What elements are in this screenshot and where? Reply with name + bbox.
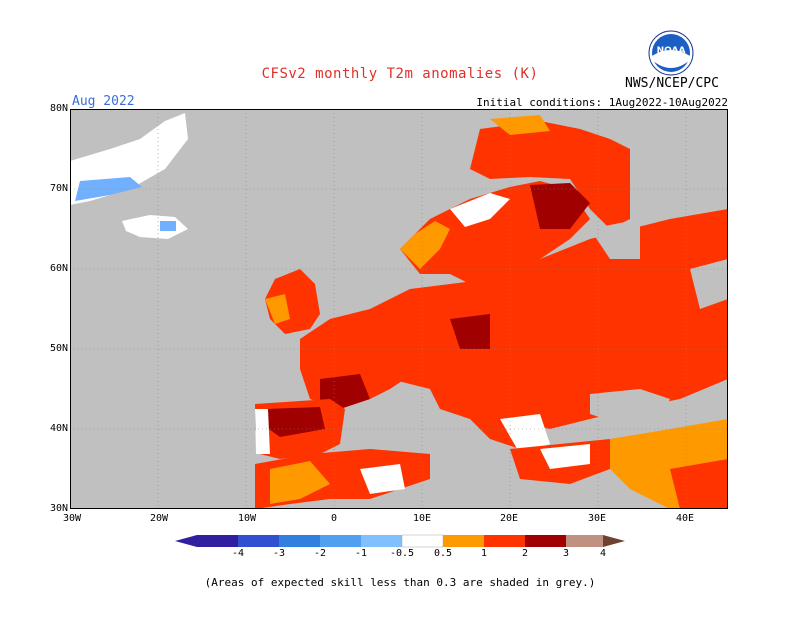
lon-label: 20W <box>149 513 169 524</box>
lon-label: 0 <box>330 513 338 524</box>
greenland-cool-patch <box>75 177 142 201</box>
legend-label: 4 <box>599 548 607 559</box>
legend-label: -2 <box>313 548 327 559</box>
lat-label: 40N <box>49 423 68 434</box>
lat-label: 80N <box>49 103 68 114</box>
arctic-russia-warm <box>470 121 630 229</box>
lat-label: 30N <box>49 503 68 514</box>
lon-label: 40E <box>675 513 695 524</box>
map-gridlines <box>70 109 728 509</box>
france-hot <box>320 374 370 409</box>
lat-label: 60N <box>49 263 68 274</box>
black-sea <box>590 389 670 424</box>
legend-label: 2 <box>521 548 529 559</box>
lon-label: 10W <box>237 513 257 524</box>
lat-label: 50N <box>49 343 68 354</box>
lon-label: 20E <box>499 513 519 524</box>
forecast-month: Aug 2022 <box>72 94 135 109</box>
lon-label: 30W <box>62 513 82 524</box>
legend-arrow-cold <box>175 535 197 547</box>
eastern-europe-warm <box>370 209 728 429</box>
map-title: CFSv2 monthly T2m anomalies (K) <box>261 66 539 82</box>
scandinavia-orange <box>400 221 450 269</box>
skill-note: (Areas of expected skill less than 0.3 a… <box>204 576 596 589</box>
color-legend <box>175 534 625 548</box>
lat-label: 70N <box>49 183 68 194</box>
map-frame <box>70 109 728 509</box>
legend-label: -0.5 <box>389 548 415 559</box>
legend-label: 0.5 <box>433 548 453 559</box>
initial-conditions: Initial conditions: 1Aug2022-10Aug2022 <box>476 96 728 109</box>
logo-text: NOAA <box>657 46 686 56</box>
lon-label: 30E <box>587 513 607 524</box>
legend-label: 1 <box>480 548 488 559</box>
legend-label: -1 <box>354 548 368 559</box>
legend-label: 3 <box>562 548 570 559</box>
agency-label: NWS/NCEP/CPC <box>625 76 719 91</box>
legend-arrow-hot <box>603 535 625 547</box>
lon-label: 10E <box>412 513 432 524</box>
noaa-logo-icon: NOAA <box>648 30 694 76</box>
legend-label: -4 <box>231 548 245 559</box>
legend-label: -3 <box>272 548 286 559</box>
anomaly-map <box>70 109 728 509</box>
central-europe-hot <box>450 314 490 349</box>
